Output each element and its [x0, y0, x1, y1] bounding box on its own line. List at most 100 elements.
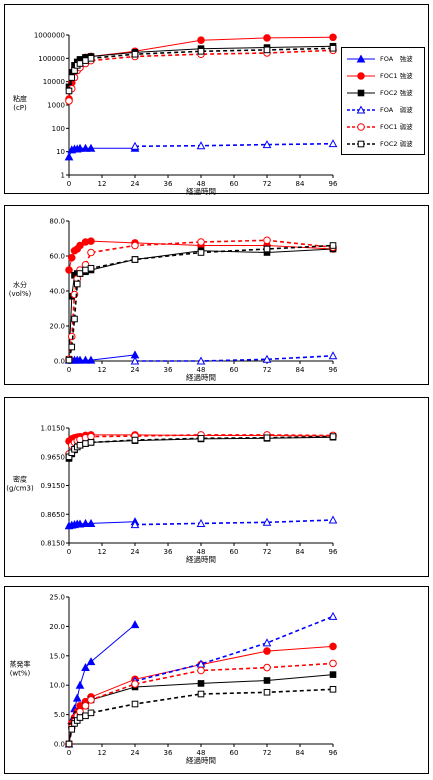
data-point [262, 638, 272, 647]
data-point [68, 726, 76, 733]
legend-item: FOC1 弱波 [344, 120, 426, 134]
data-point [87, 696, 95, 704]
y-axis-label: (vol%) [9, 290, 32, 298]
series-4 [65, 46, 337, 105]
x-tick-label: 36 [164, 366, 173, 374]
legend-item: FOC2 弱波 [344, 137, 426, 151]
y-axis-label: 密度 [13, 475, 27, 484]
legend-marker [357, 72, 365, 80]
data-point [81, 355, 90, 364]
data-point [197, 690, 205, 698]
legend-marker [356, 105, 366, 114]
data-point [87, 709, 95, 717]
series-1 [65, 33, 337, 103]
data-point [86, 355, 96, 364]
data-point [65, 97, 73, 105]
data-point [81, 663, 90, 672]
chart-svg: 1 10 100 1000 10000 100000 1000000 0 12 24 36 48 60 7… [13, 32, 338, 197]
data-point [82, 266, 89, 274]
series-0 [64, 620, 140, 748]
x-tick-label: 12 [98, 180, 107, 188]
x-tick-label: 72 [263, 548, 272, 556]
data-point [196, 356, 206, 365]
y-tick-label: 10000 [43, 78, 65, 86]
series-line [68, 434, 334, 455]
x-tick-label: 96 [329, 548, 338, 556]
x-tick-label: 96 [329, 180, 338, 188]
legend-label: FOC1 強波 [380, 72, 413, 80]
data-point [130, 520, 140, 529]
data-point [67, 253, 76, 262]
data-point [71, 315, 78, 323]
legend-marker [357, 123, 365, 131]
x-tick-label: 84 [296, 749, 305, 757]
series-line [68, 662, 334, 745]
data-point [86, 143, 96, 152]
legend-label: FOC2 弱波 [380, 140, 413, 148]
data-point [263, 677, 271, 684]
data-point [75, 519, 85, 528]
data-point [328, 139, 338, 148]
y-tick-label: 1000 [47, 102, 65, 110]
legend-marker [357, 140, 365, 148]
legend-label: FOC2 強波 [380, 89, 413, 97]
y-tick-label: 100000 [38, 55, 65, 63]
data-point [263, 663, 271, 672]
y-tick-label: 1 [61, 172, 65, 180]
data-point [87, 264, 95, 272]
data-point [131, 256, 139, 263]
data-point [65, 740, 73, 748]
data-point [76, 241, 84, 250]
chart-panel-evaporation: 0.0 5.0 10.0 15.0 20.0 25.0 0 12 24 36 48 60 72 84 96 経… [4, 586, 429, 774]
y-tick-label: 0.8150 [41, 540, 66, 548]
legend-swatch [347, 89, 375, 97]
series-3 [130, 515, 338, 529]
legend-swatch [347, 72, 375, 80]
series-line [68, 244, 334, 361]
x-axis-label: 経過時間 [186, 755, 216, 765]
data-point [130, 141, 140, 150]
data-point [68, 74, 76, 81]
x-tick-label: 48 [197, 366, 206, 374]
legend-item: FOA 強波 [344, 52, 426, 66]
chart-panel-water-content: 0.0 20.0 40.0 60.0 80.0 0 12 24 36 48 60 72 84 96 経過時間… [4, 205, 429, 385]
x-axis-label: 経過時間 [186, 372, 216, 382]
data-point [72, 693, 82, 702]
series-5 [65, 242, 337, 364]
y-tick-label: 15.0 [49, 652, 65, 660]
data-point [263, 647, 271, 655]
data-point [263, 46, 271, 54]
data-point [87, 439, 95, 446]
legend-swatch [347, 140, 375, 148]
data-point [82, 712, 89, 720]
data-point [76, 270, 84, 277]
data-point [329, 642, 337, 651]
y-tick-label: 1.0150 [41, 425, 66, 433]
data-point [81, 701, 90, 710]
data-point [328, 351, 338, 360]
y-tick-label: 10.0 [49, 682, 65, 690]
data-point [65, 87, 73, 95]
y-tick-label: 0.0 [54, 358, 65, 366]
data-point [262, 354, 272, 363]
series-5 [65, 686, 337, 748]
x-tick-label: 72 [263, 749, 272, 757]
y-tick-label: 60.0 [49, 253, 65, 261]
series-0 [64, 143, 140, 161]
data-point [197, 238, 205, 246]
chart-panel-density: 0.8150 0.8650 0.9150 0.9650 1.0150 0 12 24 36 48 6… [4, 397, 429, 577]
y-axis-label: (wt%) [10, 670, 31, 678]
legend-marker [356, 54, 366, 63]
data-point [263, 236, 271, 245]
x-tick-label: 96 [329, 366, 338, 374]
legend-item: FOC2 強波 [344, 86, 426, 100]
data-point [130, 620, 140, 629]
x-tick-label: 48 [197, 548, 206, 556]
y-tick-label: 0.0 [54, 741, 65, 749]
series-2 [65, 245, 337, 363]
data-point [76, 714, 84, 721]
legend-label: FOA 強波 [380, 55, 413, 63]
series-line [68, 688, 334, 745]
x-tick-label: 0 [67, 548, 71, 556]
data-point [76, 60, 84, 67]
